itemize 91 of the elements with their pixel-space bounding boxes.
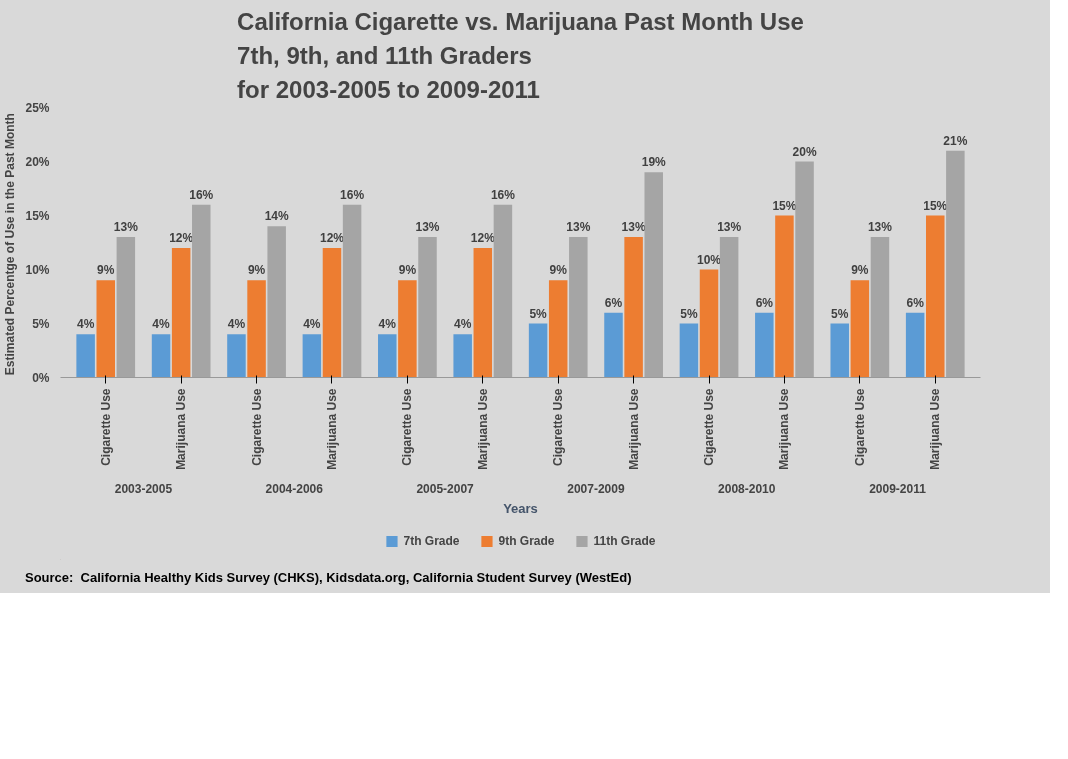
data-label: 9% (398, 263, 417, 278)
data-label: 12% (169, 230, 194, 245)
data-label: 9% (247, 263, 266, 278)
legend-label: 11th Grade (593, 534, 656, 548)
bar (905, 312, 925, 378)
x-tick-label: Marijuana Use (928, 388, 943, 470)
data-label: 6% (755, 295, 774, 310)
data-label: 13% (566, 220, 591, 235)
text: 2009-2011 (869, 481, 927, 496)
bar (398, 280, 417, 378)
bar (830, 323, 849, 378)
x-tick-label: Marijuana Use (777, 388, 792, 470)
data-label: 6% (604, 295, 623, 310)
y-tick-label: 5% (32, 316, 50, 331)
chart-title: California Cigarette vs. Marijuana Past Month Use 7th, 9th, and 11th Graders for 2003-2005 to 2009-2011 (237, 8, 804, 103)
text: 2007-2009 (567, 481, 625, 496)
text: 2005-2007 (416, 481, 475, 496)
bar (247, 280, 266, 378)
bar (679, 323, 699, 378)
text: 2008-2010 (718, 481, 776, 496)
bar (322, 247, 342, 378)
data-label: 6% (906, 295, 925, 310)
data-label: 13% (113, 220, 139, 235)
data-label: 5% (831, 306, 849, 321)
y-tick-label: 20% (25, 154, 50, 169)
data-label: 15% (772, 198, 797, 213)
data-label: 13% (621, 220, 646, 235)
data-label: 16% (490, 187, 516, 202)
y-tick-label: 0% (32, 370, 50, 385)
data-label: 9% (851, 263, 869, 278)
source-note: Source: California Healthy Kids Survey (CHKS), Kidsdata.org, California Student Survey (WestEd) (25, 569, 632, 587)
data-label: 15% (923, 198, 948, 213)
bar (528, 323, 548, 378)
data-label: 21% (943, 133, 968, 148)
y-axis-title: Estimated Percentge of Use in the Past Month (3, 113, 18, 376)
bar (604, 312, 623, 378)
y-tick-label: 10% (25, 262, 50, 277)
x-tick-label: Cigarette Use (400, 388, 415, 466)
x-tick-label: Marijuana Use (174, 388, 189, 470)
x-tick-label: Marijuana Use (324, 388, 339, 470)
data-label: 4% (454, 317, 472, 332)
x-tick-label: Marijuana Use (475, 388, 490, 470)
text: 2003-2005 (114, 481, 173, 496)
data-label: 4% (152, 317, 171, 332)
bar (624, 237, 643, 378)
data-label: 14% (264, 209, 290, 224)
bar (473, 247, 493, 378)
data-label: 16% (340, 187, 365, 202)
data-label: 4% (227, 317, 246, 332)
bar (171, 247, 191, 378)
x-tick-label: Cigarette Use (852, 388, 867, 466)
bar (926, 215, 945, 378)
x-tick-label: Cigarette Use (551, 388, 566, 466)
data-label: 5% (529, 306, 548, 321)
bar (302, 334, 322, 378)
data-label: 5% (680, 306, 698, 321)
data-label: 9% (549, 263, 568, 278)
data-label: 4% (303, 317, 321, 332)
bar (76, 334, 95, 378)
x-tick-label: Cigarette Use (702, 388, 717, 466)
data-label: 13% (415, 220, 440, 235)
bar (151, 334, 171, 378)
data-label: 12% (319, 230, 345, 245)
data-label: 13% (867, 220, 893, 235)
x-axis-title: Years (503, 500, 538, 516)
bar (850, 280, 870, 378)
x-tick-label: Marijuana Use (626, 388, 641, 470)
legend-label: 9th Grade (498, 534, 555, 548)
x-tick-label: Cigarette Use (98, 388, 113, 466)
bar (755, 312, 774, 378)
y-tick-label: 15% (25, 208, 50, 223)
bar (548, 280, 568, 378)
bar (699, 269, 719, 378)
bar (96, 280, 115, 378)
bar (378, 334, 397, 378)
text: 2004-2006 (265, 481, 324, 496)
bar (453, 334, 472, 378)
data-label: 20% (792, 144, 817, 159)
data-label: 4% (76, 317, 95, 332)
legend-label: 7th Grade (403, 534, 460, 548)
data-label: 12% (470, 230, 496, 245)
data-label: 13% (717, 220, 742, 235)
data-label: 4% (378, 317, 397, 332)
data-label: 10% (697, 252, 722, 267)
x-tick-label: Cigarette Use (249, 388, 264, 466)
data-label: 16% (189, 187, 214, 202)
data-label: 9% (97, 263, 115, 278)
data-label: 19% (641, 155, 667, 170)
bar (775, 215, 794, 378)
y-tick-label: 25% (25, 100, 50, 115)
bar (227, 334, 246, 378)
